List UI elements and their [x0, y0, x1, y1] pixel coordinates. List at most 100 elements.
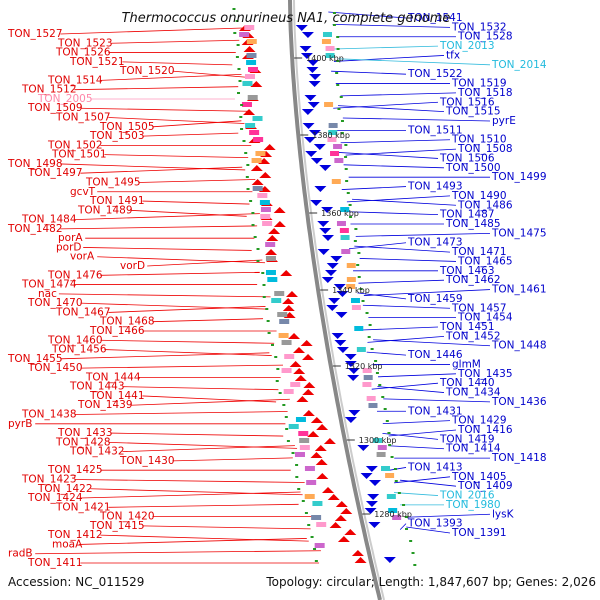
- gene-label[interactable]: TON_1470: [27, 297, 83, 309]
- gene-label[interactable]: TON_1528: [457, 31, 513, 43]
- gene-label[interactable]: TON_1467: [55, 306, 111, 318]
- gene-label[interactable]: TON_1519: [451, 78, 507, 90]
- gene-label[interactable]: porA: [58, 232, 83, 244]
- gene-label[interactable]: TON_1424: [27, 492, 83, 504]
- gene-label[interactable]: TON_1451: [439, 321, 495, 333]
- gene-label[interactable]: TON_1484: [21, 214, 77, 226]
- gene-label[interactable]: TON_1473: [407, 237, 463, 249]
- gene-label[interactable]: TON_1428: [55, 436, 111, 448]
- gene-label[interactable]: TON_2014: [491, 59, 547, 71]
- gene-label[interactable]: TON_1502: [47, 139, 103, 151]
- gene-label[interactable]: TON_1438: [21, 409, 77, 421]
- gene-label[interactable]: TON_1490: [451, 190, 507, 202]
- gene-label[interactable]: TON_1411: [27, 557, 83, 569]
- gene-label[interactable]: lysK: [492, 508, 515, 520]
- gene-label[interactable]: TON_1419: [439, 433, 495, 445]
- gene-label[interactable]: TON_2005: [37, 93, 93, 105]
- gene-label[interactable]: TON_1440: [439, 377, 495, 389]
- gene-label[interactable]: TON_1435: [457, 368, 513, 380]
- gene-label[interactable]: nac: [38, 288, 57, 300]
- gene-label[interactable]: TON_1446: [407, 349, 463, 361]
- gene-label[interactable]: tfx: [446, 49, 460, 61]
- gene-label[interactable]: TON_1508: [457, 143, 513, 155]
- gene-label[interactable]: vorD: [120, 260, 145, 272]
- gene-label[interactable]: TON_1474: [21, 279, 77, 291]
- gene-label[interactable]: TON_1491: [89, 195, 145, 207]
- gene-label[interactable]: TON_1434: [445, 387, 501, 399]
- gene-label[interactable]: TON_1503: [89, 130, 145, 142]
- gene-label[interactable]: TON_1509: [27, 102, 83, 114]
- gene-label[interactable]: TON_2013: [439, 40, 495, 52]
- gene-label[interactable]: TON_1507: [55, 112, 111, 124]
- gene-label[interactable]: TON_1418: [491, 452, 547, 464]
- gene-label[interactable]: TON_1416: [457, 424, 513, 436]
- gene-label[interactable]: TON_1516: [439, 96, 495, 108]
- gene-label[interactable]: TON_1444: [85, 371, 141, 383]
- gene-label[interactable]: TON_1495: [85, 176, 141, 188]
- gene-label[interactable]: TON_1514: [47, 74, 103, 86]
- gene-label[interactable]: TON_1532: [451, 21, 507, 33]
- gene-label[interactable]: TON_1431: [407, 405, 463, 417]
- gene-label[interactable]: TON_1487: [439, 209, 495, 221]
- gene-label[interactable]: TON_1515: [445, 106, 501, 118]
- gene-label[interactable]: TON_1489: [77, 204, 133, 216]
- gene-label[interactable]: TON_1413: [407, 461, 463, 473]
- gene-label[interactable]: TON_1465: [457, 255, 513, 267]
- gene-label[interactable]: TON_1471: [451, 246, 507, 258]
- gene-label[interactable]: TON_1523: [57, 37, 113, 49]
- gene-label[interactable]: TON_1518: [457, 87, 513, 99]
- gene-label[interactable]: TON_1482: [7, 223, 63, 235]
- gene-label[interactable]: TON_1512: [21, 84, 77, 96]
- gene-label[interactable]: TON_1456: [51, 344, 107, 356]
- gene-label[interactable]: TON_1505: [99, 121, 155, 133]
- gene-label[interactable]: TON_1432: [69, 446, 125, 458]
- gene-label[interactable]: TON_1499: [491, 171, 547, 183]
- gene-label[interactable]: TON_1461: [491, 284, 547, 296]
- gene-label[interactable]: TON_1436: [491, 396, 547, 408]
- gene-label[interactable]: TON_1460: [47, 334, 103, 346]
- gene-label[interactable]: TON_1511: [407, 124, 463, 136]
- gene-label[interactable]: TON_1466: [89, 325, 145, 337]
- gene-label[interactable]: TON_1433: [57, 427, 113, 439]
- gene-label[interactable]: vorA: [70, 251, 95, 263]
- gene-label[interactable]: pyrB: [8, 418, 32, 430]
- gene-label[interactable]: TON_1439: [77, 399, 133, 411]
- gene-label[interactable]: TON_1486: [457, 199, 513, 211]
- gene-label[interactable]: TON_1501: [51, 149, 107, 161]
- gene-label[interactable]: TON_1497: [27, 167, 83, 179]
- gene-label[interactable]: TON_1391: [451, 527, 507, 539]
- gene-label[interactable]: TON_1510: [451, 134, 507, 146]
- gene-label[interactable]: TON_1521: [69, 56, 125, 68]
- gene-label[interactable]: TON_1393: [407, 518, 463, 530]
- gene-label[interactable]: TON_1422: [37, 483, 93, 495]
- gene-label[interactable]: TON_1448: [491, 340, 547, 352]
- gene-label[interactable]: TON_1468: [99, 316, 155, 328]
- gene-label[interactable]: TON_1457: [451, 302, 507, 314]
- gene-label[interactable]: gcvT: [70, 186, 96, 198]
- gene-label[interactable]: TON_1459: [407, 293, 463, 305]
- gene-label[interactable]: TON_1462: [445, 274, 501, 286]
- gene-label[interactable]: TON_1541: [407, 12, 463, 24]
- gene-label[interactable]: TON_1420: [99, 511, 155, 523]
- gene-label[interactable]: glmM: [452, 358, 481, 370]
- gene-label[interactable]: TON_1500: [445, 162, 501, 174]
- gene-label[interactable]: TON_1423: [21, 473, 77, 485]
- gene-label[interactable]: TON_1429: [451, 415, 507, 427]
- gene-label[interactable]: TON_1412: [47, 529, 103, 541]
- gene-label[interactable]: TON_1441: [89, 390, 145, 402]
- gene-label[interactable]: TON_1498: [7, 158, 63, 170]
- gene-label[interactable]: TON_1425: [47, 464, 103, 476]
- gene-label[interactable]: TON_1430: [119, 455, 175, 467]
- gene-label[interactable]: TON_1520: [119, 65, 175, 77]
- gene-label[interactable]: TON_1455: [7, 353, 63, 365]
- gene-label[interactable]: pyrE: [492, 115, 516, 127]
- gene-label[interactable]: TON_1450: [27, 362, 83, 374]
- gene-label[interactable]: TON_1414: [445, 443, 501, 455]
- gene-label[interactable]: radB: [8, 548, 33, 560]
- gene-label[interactable]: TON_1454: [457, 312, 513, 324]
- gene-label[interactable]: TON_1409: [457, 480, 513, 492]
- gene-label[interactable]: TON_1463: [439, 265, 495, 277]
- gene-label[interactable]: TON_1452: [445, 330, 501, 342]
- gene-label[interactable]: TON_1405: [451, 471, 507, 483]
- gene-label[interactable]: TON_2016: [439, 490, 495, 502]
